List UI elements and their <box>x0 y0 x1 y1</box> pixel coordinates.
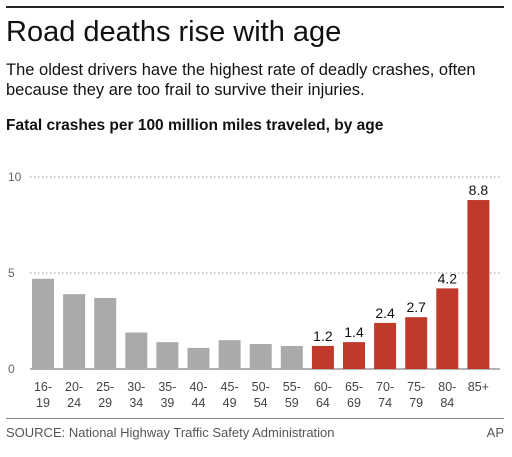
x-tick-label: 49 <box>223 396 237 410</box>
x-tick-label: 60- <box>314 380 332 394</box>
bar-chart: 0 5 10 16- 19 20- 24 25- 29 30- 34 35- 39 40- 44 45- 49 5… <box>8 170 500 410</box>
data-label: 4.2 <box>438 270 458 286</box>
x-tick-label: 25- <box>96 380 114 394</box>
credit-label: AP <box>486 425 504 440</box>
x-tick-label: 24 <box>67 396 81 410</box>
x-tick-label: 34 <box>129 396 143 410</box>
top-rule <box>6 6 504 8</box>
x-tick-label: 84 <box>440 396 454 410</box>
bar <box>405 317 428 369</box>
bar <box>32 278 54 369</box>
x-tick-label: 75- <box>407 380 425 394</box>
x-tick-label: 29 <box>98 396 112 410</box>
x-tick-label: 50- <box>252 380 270 394</box>
data-label: 1.4 <box>344 324 364 340</box>
bar <box>374 322 397 369</box>
x-tick-label: 69 <box>347 396 361 410</box>
x-tick-label: 44 <box>192 396 206 410</box>
x-tick-label: 39 <box>160 396 174 410</box>
x-tick-label: 55- <box>283 380 301 394</box>
x-tick-label: 19 <box>36 396 50 410</box>
x-tick-label: 64 <box>316 396 330 410</box>
y-tick-label: 10 <box>8 170 22 184</box>
bar <box>280 345 303 369</box>
data-label: 8.8 <box>469 182 489 198</box>
bar <box>343 342 365 369</box>
x-tick-label: 20- <box>65 380 83 394</box>
x-tick-label: 65- <box>345 380 363 394</box>
data-label: 1.2 <box>313 328 333 344</box>
x-tick-label: 59 <box>285 396 299 410</box>
x-tick-label: 85+ <box>468 380 489 394</box>
data-label: 2.4 <box>375 305 395 321</box>
x-tick-label: 35- <box>158 380 176 394</box>
bar <box>436 288 459 369</box>
footer-rule <box>6 418 504 419</box>
chart-title: Fatal crashes per 100 million miles trav… <box>6 117 384 134</box>
x-tick-label: 80- <box>438 380 456 394</box>
data-label: 2.7 <box>406 299 426 315</box>
x-tick-label: 16- <box>34 380 52 394</box>
x-tick-label: 74 <box>378 396 392 410</box>
bar <box>311 345 334 369</box>
bar <box>187 347 210 369</box>
x-tick-label: 30- <box>127 380 145 394</box>
x-tick-label: 79 <box>409 396 423 410</box>
x-tick-label: 54 <box>254 396 268 410</box>
bar <box>94 297 117 369</box>
bar <box>156 342 179 369</box>
bar <box>125 332 148 369</box>
source-note: SOURCE: National Highway Traffic Safety … <box>6 425 335 440</box>
y-tick-label: 0 <box>8 362 15 376</box>
bar <box>218 340 241 369</box>
x-tick-label: 70- <box>376 380 394 394</box>
bar <box>249 344 272 369</box>
x-tick-label: 40- <box>189 380 207 394</box>
bar <box>467 200 490 369</box>
page-subtitle: The oldest drivers have the highest rate… <box>6 61 476 99</box>
x-tick-label: 45- <box>221 380 239 394</box>
y-tick-label: 5 <box>8 266 15 280</box>
page-title: Road deaths rise with age <box>6 16 342 48</box>
bar <box>63 294 86 369</box>
